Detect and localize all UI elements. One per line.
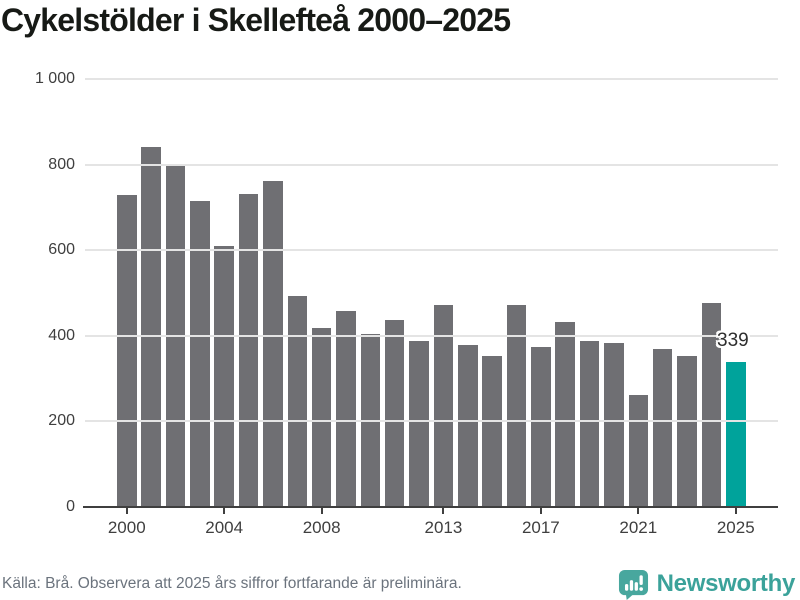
bar-2001	[141, 147, 161, 507]
bar-2019	[579, 340, 600, 507]
bar-2016	[506, 304, 527, 507]
bar-2023	[677, 355, 697, 507]
x-axis-label-2000: 2000	[107, 518, 146, 537]
gridline-800	[85, 163, 778, 166]
x-tick-2013	[442, 508, 445, 514]
x-axis-label-2021: 2021	[619, 518, 658, 537]
bar-2005	[238, 194, 259, 507]
plot-area	[85, 79, 778, 507]
bar-2020	[604, 343, 624, 507]
bar-2018	[555, 322, 575, 507]
x-axis-label-2004: 2004	[205, 518, 244, 537]
bar-2013	[433, 304, 454, 507]
y-axis-label-200: 200	[48, 412, 75, 430]
x-tick-2000	[125, 508, 128, 514]
source-note: Källa: Brå. Observera att 2025 års siffr…	[2, 575, 462, 592]
value-label-2025: 339	[717, 330, 749, 351]
gridline-200	[85, 420, 778, 423]
x-axis-label-2025: 2025	[716, 518, 755, 537]
x-tick-2021	[637, 508, 640, 514]
footer: Källa: Brå. Observera att 2025 års siffr…	[2, 568, 795, 600]
chart-title: Cykelstölder i Skellefteå 2000–2025	[1, 2, 511, 38]
bar-2024	[701, 302, 722, 507]
bar-2025	[726, 361, 746, 507]
bar-2006	[263, 180, 283, 507]
gridline-600	[85, 249, 778, 252]
bar-2003	[190, 200, 210, 507]
bar-2011	[384, 319, 405, 507]
x-axis-label-2013: 2013	[424, 518, 463, 537]
bar-2022	[652, 348, 673, 507]
x-tick-2008	[320, 508, 323, 514]
bar-2017	[531, 347, 551, 507]
x-tick-2025	[734, 508, 737, 514]
bar-2007	[287, 295, 308, 507]
bar-2012	[409, 341, 429, 507]
bar-2014	[458, 344, 478, 507]
x-tick-2017	[539, 508, 542, 514]
gridline-1000	[85, 78, 778, 80]
y-axis-label-800: 800	[48, 155, 75, 173]
gridline-400	[85, 334, 778, 337]
y-axis-label-0: 0	[66, 498, 75, 515]
bar-2008	[311, 327, 332, 507]
y-axis-label-600: 600	[48, 241, 75, 259]
brand-logo: Newsworthy	[618, 569, 795, 600]
bar-2021	[628, 395, 649, 507]
x-tick-2004	[223, 508, 226, 514]
x-axis-line	[83, 506, 778, 508]
bar-2009	[336, 310, 356, 507]
bar-2000	[117, 194, 137, 507]
y-axis-label-400: 400	[48, 326, 75, 344]
brand-name: Newsworthy	[656, 570, 796, 597]
y-axis-label-1000: 1 000	[34, 70, 75, 87]
newsworthy-logo-icon	[618, 569, 649, 600]
bar-chart: 0 200 400 600 800 1 000 2000 2004 2008 2013 2017 20…	[34, 70, 778, 537]
bar-2004	[214, 245, 234, 507]
x-axis-label-2008: 2008	[302, 518, 341, 537]
x-axis-label-2017: 2017	[521, 518, 560, 537]
bar-2015	[482, 356, 502, 507]
